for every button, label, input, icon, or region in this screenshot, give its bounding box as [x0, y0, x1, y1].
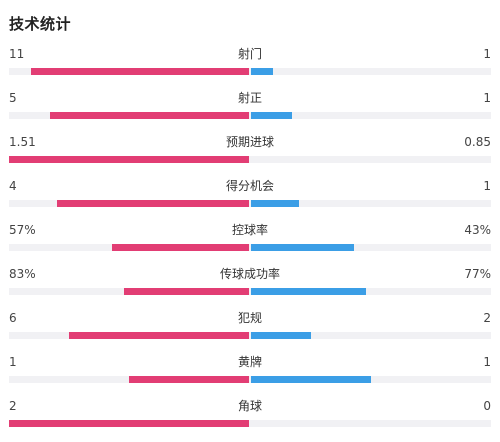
stat-label: 黄牌 [237, 355, 262, 369]
stat-left-value: 11 [9, 47, 25, 61]
stat-row: 1 黄牌 1 [0, 354, 500, 398]
stat-bar-away [251, 376, 371, 383]
stat-right-value: 1 [483, 355, 491, 369]
stat-row: 11 射门 1 [0, 46, 500, 90]
stat-row: 6 犯规 2 [0, 310, 500, 354]
stat-bar-home [112, 244, 249, 251]
stat-label: 射正 [237, 91, 262, 105]
stat-bar-track [9, 376, 491, 383]
stat-row: 1.51 预期进球 0.85 [0, 134, 500, 178]
stat-bar-track [9, 200, 491, 207]
stat-bar-home [9, 156, 249, 163]
stat-right-value: 1 [483, 91, 491, 105]
stat-left-value: 2 [9, 399, 17, 413]
stat-left-value: 4 [9, 179, 17, 193]
stat-bar-track [9, 244, 491, 251]
stat-bar-away [251, 112, 292, 119]
stat-label: 预期进球 [225, 135, 274, 149]
stat-right-value: 0.85 [464, 135, 491, 149]
stat-left-value: 6 [9, 311, 17, 325]
stat-left-value: 1 [9, 355, 17, 369]
stat-bar-track [9, 288, 491, 295]
stat-label: 传球成功率 [219, 267, 280, 281]
stat-left-value: 83% [9, 267, 36, 281]
stat-left-value: 5 [9, 91, 17, 105]
stat-bar-home [124, 288, 249, 295]
stat-bar-track [9, 420, 491, 427]
stat-right-value: 77% [464, 267, 491, 281]
stat-right-value: 43% [464, 223, 491, 237]
stat-label: 角球 [237, 399, 262, 413]
stat-bar-away [251, 332, 311, 339]
stat-right-value: 2 [483, 311, 491, 325]
stat-label: 得分机会 [225, 179, 274, 193]
stat-row: 4 得分机会 1 [0, 178, 500, 222]
stat-left-value: 1.51 [9, 135, 36, 149]
stat-right-value: 1 [483, 179, 491, 193]
stat-bar-track [9, 112, 491, 119]
stat-bar-away [251, 200, 299, 207]
stat-label: 控球率 [231, 223, 268, 237]
stat-row: 2 角球 0 [0, 398, 500, 442]
stat-bar-home [49, 112, 249, 119]
stat-bar-away [251, 288, 367, 295]
stat-left-value: 57% [9, 223, 36, 237]
stat-bar-away [251, 244, 355, 251]
stat-bar-home [30, 68, 249, 75]
stat-bar-track [9, 68, 491, 75]
stat-label: 犯规 [237, 311, 262, 325]
stat-right-value: 1 [483, 47, 491, 61]
stat-row: 57% 控球率 43% [0, 222, 500, 266]
stat-label: 射门 [237, 47, 262, 61]
stat-right-value: 0 [483, 399, 491, 413]
stat-bar-track [9, 156, 491, 163]
stat-row: 5 射正 1 [0, 90, 500, 134]
stat-bar-home [129, 376, 249, 383]
stat-bar-home [9, 420, 249, 427]
stat-bar-home [57, 200, 249, 207]
stat-bar-home [69, 332, 249, 339]
stat-bar-away [251, 68, 273, 75]
stats-title: 技术统计 [9, 15, 72, 33]
stat-bar-track [9, 332, 491, 339]
stat-row: 83% 传球成功率 77% [0, 266, 500, 310]
